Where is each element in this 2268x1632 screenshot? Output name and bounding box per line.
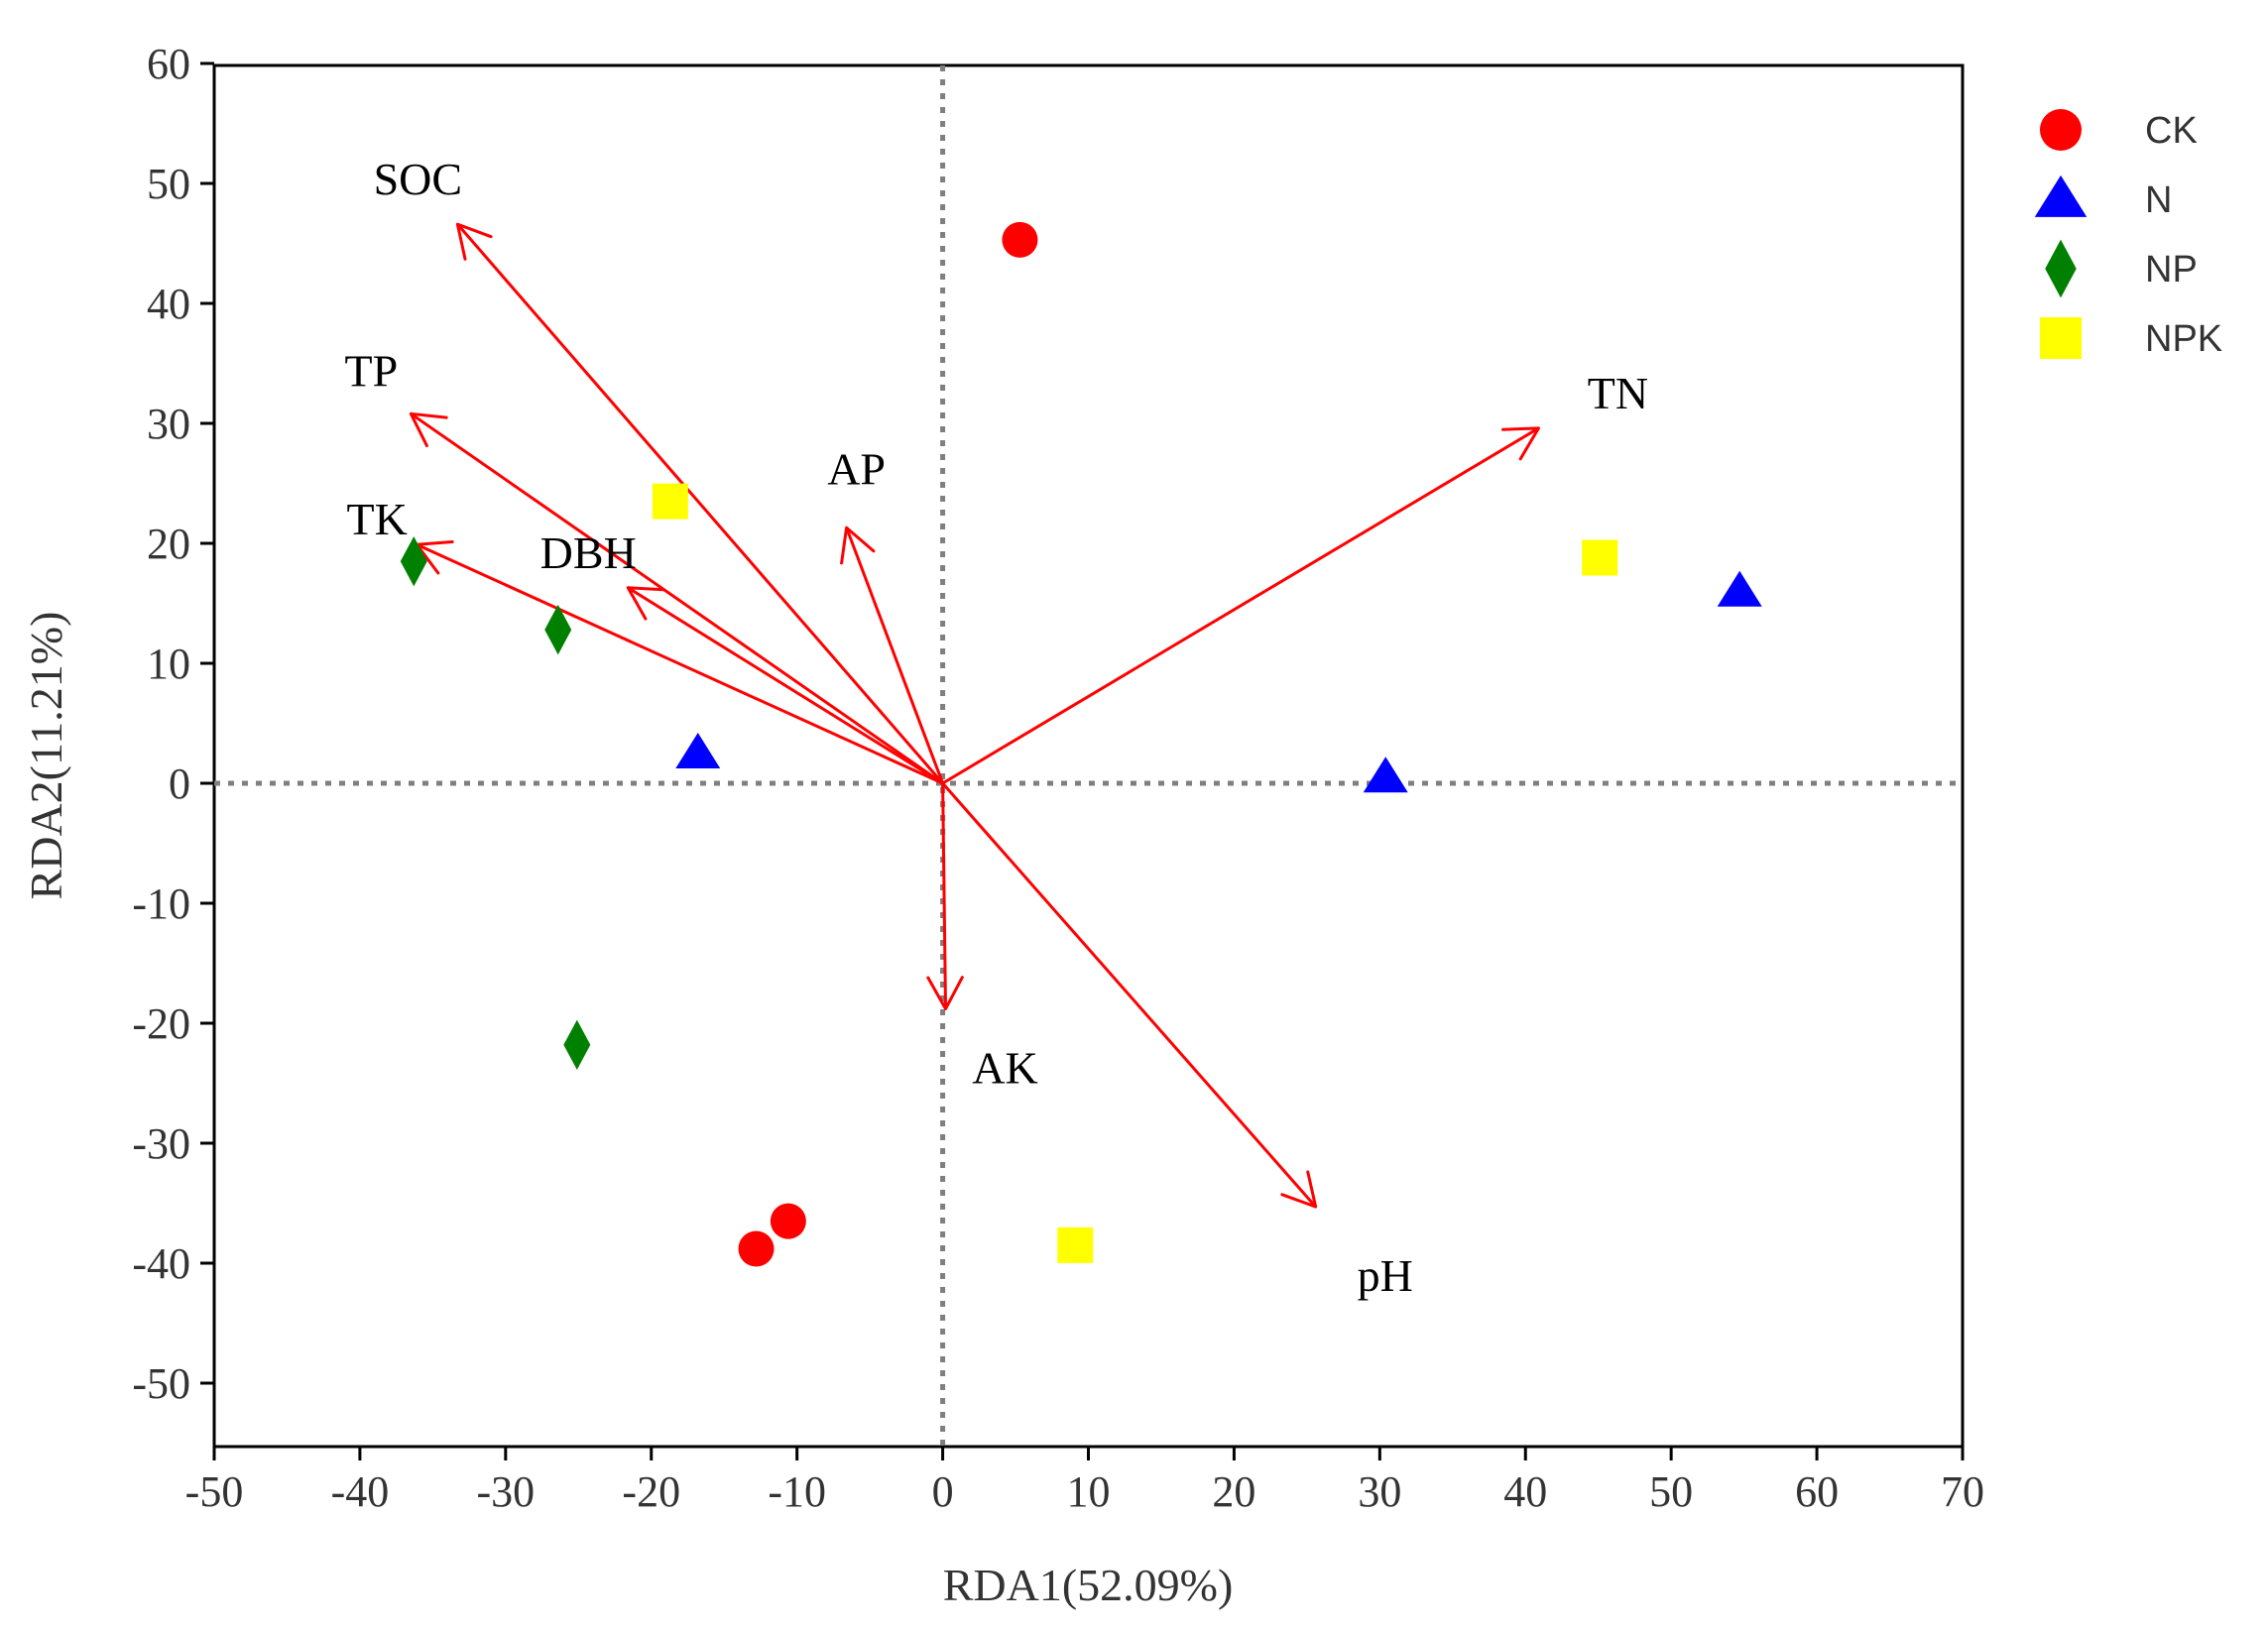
x-tick-label: -10 — [768, 1467, 826, 1516]
vector-tn — [941, 426, 1540, 785]
point-npk — [1582, 539, 1618, 576]
point-np — [400, 535, 427, 587]
y-tick-label: -30 — [132, 1119, 190, 1168]
y-tick-label: 50 — [147, 160, 190, 208]
legend: CK N NP NPK — [2034, 109, 2222, 360]
x-tick-label: 60 — [1795, 1467, 1839, 1516]
vector-arrowhead — [1280, 1170, 1318, 1209]
vector-ak — [941, 782, 948, 1009]
x-tick-label: 30 — [1358, 1467, 1401, 1516]
vector-arrowhead — [926, 976, 964, 1010]
vector-arrowhead — [1500, 426, 1540, 461]
legend-marker-npk — [2040, 317, 2082, 359]
legend-marker-n — [2034, 175, 2088, 217]
vector-arrowhead — [840, 525, 876, 565]
legend-marker-ck — [2040, 109, 2082, 151]
legend-label-npk: NPK — [2145, 318, 2222, 360]
legend-marker-np — [2045, 239, 2077, 298]
point-ck — [738, 1230, 775, 1267]
x-axis-title: RDA1(52.09%) — [943, 1560, 1234, 1610]
point-npk — [1057, 1226, 1094, 1263]
vector-tp — [410, 412, 944, 785]
x-tick-label: 70 — [1941, 1467, 1984, 1516]
x-tick-label: -20 — [622, 1467, 680, 1516]
x-tick-label: -50 — [185, 1467, 244, 1516]
legend-label-n: N — [2145, 179, 2172, 221]
point-ck — [770, 1203, 806, 1239]
vector-label-soc: SOC — [374, 154, 462, 204]
y-tick-label: -50 — [132, 1359, 190, 1408]
y-tick-label: 20 — [147, 520, 190, 568]
point-n — [1717, 570, 1762, 607]
y-tick-label: -40 — [132, 1239, 190, 1288]
vector-label-ph: pH — [1358, 1250, 1413, 1301]
point-np — [544, 604, 572, 655]
y-axis-title: RDA2(11.21%) — [21, 612, 71, 900]
x-tick-label: 50 — [1649, 1467, 1693, 1516]
vector-ph — [941, 782, 1317, 1209]
y-tick-label: 60 — [147, 40, 190, 88]
vector-tk — [416, 542, 944, 785]
x-tick-label: 0 — [932, 1467, 954, 1516]
vector-label-ap: AP — [827, 443, 886, 494]
point-n — [1363, 757, 1408, 793]
y-tick-label: 40 — [147, 280, 190, 328]
vector-label-tp: TP — [344, 345, 398, 396]
vector-label-tn: TN — [1588, 368, 1648, 418]
vector-arrowhead — [455, 222, 493, 261]
x-tick-label: 10 — [1067, 1467, 1111, 1516]
vector-label-dbh: DBH — [540, 527, 637, 578]
vector-arrowhead — [626, 586, 665, 621]
point-np — [563, 1019, 591, 1070]
y-tick-label: 30 — [147, 400, 190, 448]
vector-arrowhead — [409, 411, 448, 448]
y-tick-label: -10 — [132, 879, 190, 928]
legend-label-np: NP — [2145, 249, 2198, 291]
x-tick-label: 40 — [1503, 1467, 1547, 1516]
vector-label-ak: AK — [972, 1042, 1037, 1093]
x-tick-label: -40 — [331, 1467, 390, 1516]
point-n — [675, 733, 721, 769]
vector-label-tk: TK — [347, 494, 408, 544]
vector-soc — [456, 223, 944, 784]
x-tick-label: -30 — [477, 1467, 536, 1516]
vector-dbh — [627, 586, 944, 785]
vector-ap — [845, 526, 944, 784]
y-tick-label: 0 — [169, 759, 190, 808]
point-npk — [652, 483, 688, 520]
y-tick-label: -20 — [132, 999, 190, 1048]
legend-label-ck: CK — [2145, 110, 2198, 152]
x-tick-label: 20 — [1212, 1467, 1255, 1516]
y-tick-label: 10 — [147, 640, 190, 688]
point-ck — [1002, 221, 1038, 258]
